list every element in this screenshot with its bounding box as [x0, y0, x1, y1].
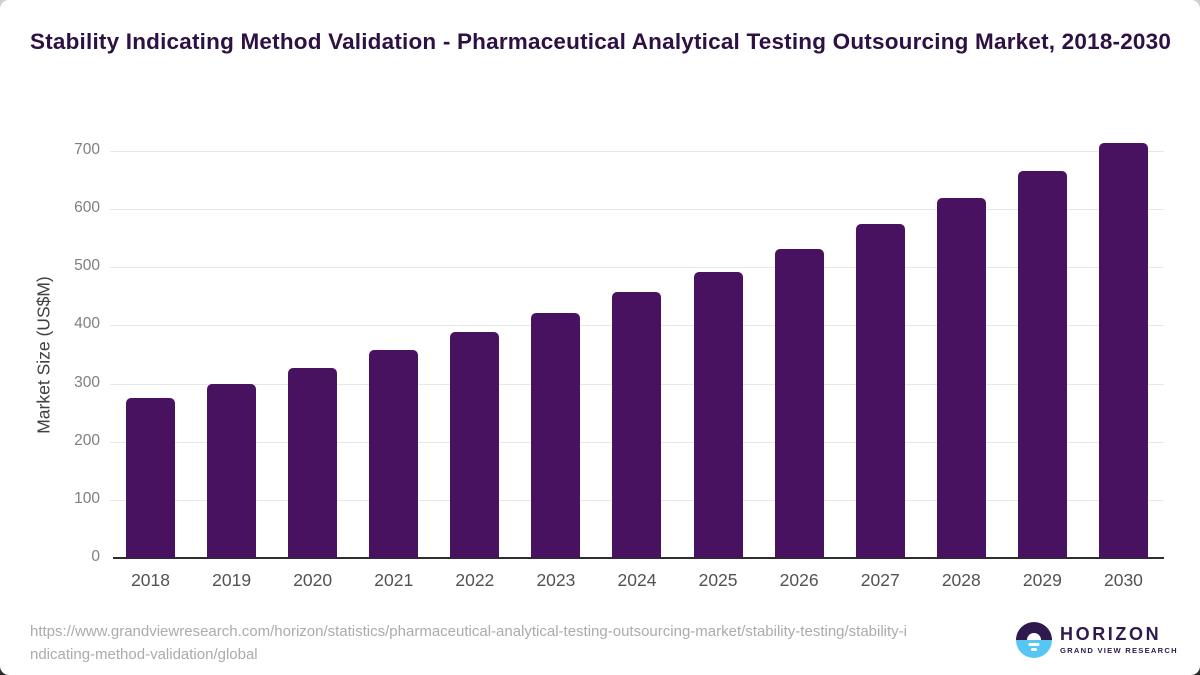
sun-reflection-icon: [1031, 648, 1037, 651]
bar-2022: [450, 331, 500, 558]
horizon-logo: HORIZON GRAND VIEW RESEARCH: [1016, 622, 1178, 658]
y-tick-600: 600: [74, 199, 100, 217]
x-tick-2023: 2023: [536, 570, 576, 590]
bar-2018: [126, 398, 176, 558]
corner-artifact: [0, 0, 11, 11]
gridline-700: [110, 151, 1164, 152]
gridline-600: [110, 209, 1164, 211]
corner-artifact: [0, 664, 11, 675]
x-tick-2027: 2027: [860, 570, 900, 590]
x-tick-2028: 2028: [941, 570, 981, 590]
chart-title: Stability Indicating Method Validation -…: [30, 29, 1172, 54]
bar-column-2023: [515, 151, 596, 558]
bar-column-2025: [678, 151, 759, 558]
bar-column-2020: [272, 151, 353, 558]
bar-column-2024: [596, 151, 677, 558]
x-tick-2021: 2021: [374, 570, 414, 590]
bar-column-2028: [921, 151, 1002, 558]
y-tick-700: 700: [74, 141, 100, 158]
logo-text: HORIZON GRAND VIEW RESEARCH: [1060, 625, 1178, 655]
y-tick-500: 500: [74, 257, 100, 275]
x-tick-2025: 2025: [698, 570, 738, 590]
y-axis-title: Market Size (US$M): [33, 276, 54, 434]
logo-sub-brand: GRAND VIEW RESEARCH: [1060, 646, 1178, 655]
x-tick-2024: 2024: [617, 570, 657, 590]
x-tick-2019: 2019: [212, 570, 252, 590]
bar-2029: [1017, 170, 1067, 558]
y-tick-400: 400: [74, 315, 100, 333]
gridline-500: [110, 267, 1164, 269]
x-tick-2018: 2018: [131, 570, 170, 590]
x-tick-2029: 2029: [1022, 570, 1062, 590]
bar-2025: [693, 271, 743, 558]
bar-column-2018: [110, 151, 191, 558]
logo-brand-name: HORIZON: [1060, 624, 1162, 644]
horizon-sunrise-icon: [1016, 622, 1052, 658]
bar-2028: [936, 198, 986, 558]
bar-2020: [288, 367, 338, 558]
bar-column-2019: [191, 151, 272, 558]
y-tick-0: 0: [91, 548, 100, 565]
x-tick-2022: 2022: [455, 570, 495, 590]
bar-2030: [1098, 143, 1148, 558]
x-tick-2020: 2020: [293, 570, 333, 590]
x-tick-2030: 2030: [1103, 570, 1143, 590]
bar-column-2021: [353, 151, 434, 558]
bar-2024: [612, 292, 662, 558]
y-axis-tick-labels: 0 100 200 300 400 500 600 700: [58, 141, 100, 565]
bar-column-2022: [434, 151, 515, 558]
corner-artifact: [1189, 0, 1200, 11]
y-tick-300: 300: [74, 373, 100, 391]
bar-column-2027: [840, 151, 921, 558]
y-tick-100: 100: [74, 489, 100, 507]
source-url: https://www.grandviewresearch.com/horizo…: [30, 623, 908, 663]
x-axis-line: [113, 557, 1164, 559]
sun-reflection-icon: [1028, 643, 1040, 646]
bar-column-2030: [1083, 143, 1164, 558]
bar-2019: [207, 383, 257, 558]
bar-column-2029: [1002, 151, 1083, 558]
corner-artifact: [1189, 664, 1200, 675]
bar-2027: [855, 224, 905, 558]
bar-2023: [531, 312, 581, 558]
bar-2026: [774, 249, 824, 558]
bar-2021: [369, 349, 419, 558]
y-tick-200: 200: [74, 431, 100, 449]
sun-icon: [1027, 633, 1041, 640]
plot-area: [110, 143, 1164, 559]
bar-column-2026: [759, 151, 840, 558]
x-tick-2026: 2026: [779, 570, 819, 590]
